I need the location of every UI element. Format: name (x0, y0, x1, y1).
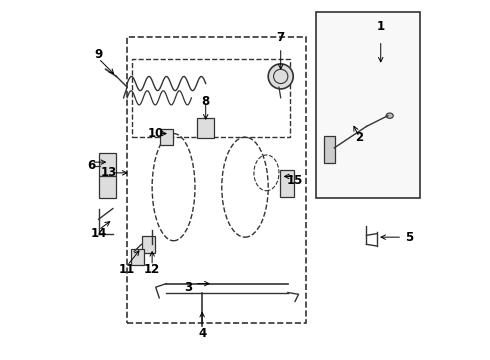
FancyBboxPatch shape (98, 176, 117, 198)
FancyBboxPatch shape (280, 170, 294, 197)
FancyBboxPatch shape (160, 129, 173, 145)
Text: 1: 1 (377, 20, 385, 33)
Text: 14: 14 (90, 227, 107, 240)
Text: 11: 11 (119, 263, 135, 276)
Text: 8: 8 (201, 95, 210, 108)
Text: 2: 2 (355, 131, 364, 144)
Text: 3: 3 (184, 281, 192, 294)
FancyBboxPatch shape (142, 236, 155, 252)
FancyBboxPatch shape (131, 249, 144, 265)
Text: 5: 5 (405, 231, 414, 244)
Text: 15: 15 (287, 174, 303, 186)
FancyBboxPatch shape (98, 153, 117, 176)
Text: 13: 13 (101, 166, 118, 179)
Text: 9: 9 (95, 49, 103, 62)
Ellipse shape (386, 113, 393, 118)
FancyBboxPatch shape (317, 12, 420, 198)
Text: 7: 7 (277, 31, 285, 44)
Ellipse shape (268, 64, 293, 89)
FancyBboxPatch shape (324, 136, 335, 163)
Text: 6: 6 (87, 159, 96, 172)
Text: 12: 12 (144, 263, 160, 276)
FancyBboxPatch shape (197, 118, 214, 138)
Text: 10: 10 (147, 127, 164, 140)
Text: 4: 4 (198, 327, 206, 340)
